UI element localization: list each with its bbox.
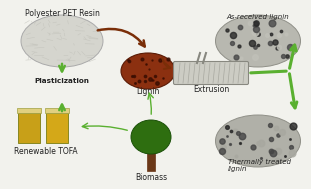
FancyBboxPatch shape	[46, 113, 68, 143]
Text: Lignin: Lignin	[136, 87, 160, 95]
Text: Biomass: Biomass	[135, 173, 167, 181]
Ellipse shape	[21, 15, 103, 67]
Text: Thermally treated
lignin: Thermally treated lignin	[228, 158, 291, 172]
FancyBboxPatch shape	[45, 108, 69, 113]
Text: Polyester PET Resin: Polyester PET Resin	[25, 9, 100, 18]
FancyBboxPatch shape	[174, 61, 248, 84]
Text: As-received lignin: As-received lignin	[226, 14, 289, 20]
Ellipse shape	[216, 115, 300, 167]
FancyBboxPatch shape	[17, 108, 41, 113]
Ellipse shape	[131, 120, 171, 154]
Text: Renewable TOFA: Renewable TOFA	[14, 146, 78, 156]
Ellipse shape	[216, 15, 300, 67]
FancyBboxPatch shape	[147, 149, 155, 171]
Text: Plasticization: Plasticization	[35, 78, 90, 84]
Ellipse shape	[121, 53, 175, 89]
Text: Extrusion: Extrusion	[193, 84, 229, 94]
FancyBboxPatch shape	[18, 113, 40, 143]
